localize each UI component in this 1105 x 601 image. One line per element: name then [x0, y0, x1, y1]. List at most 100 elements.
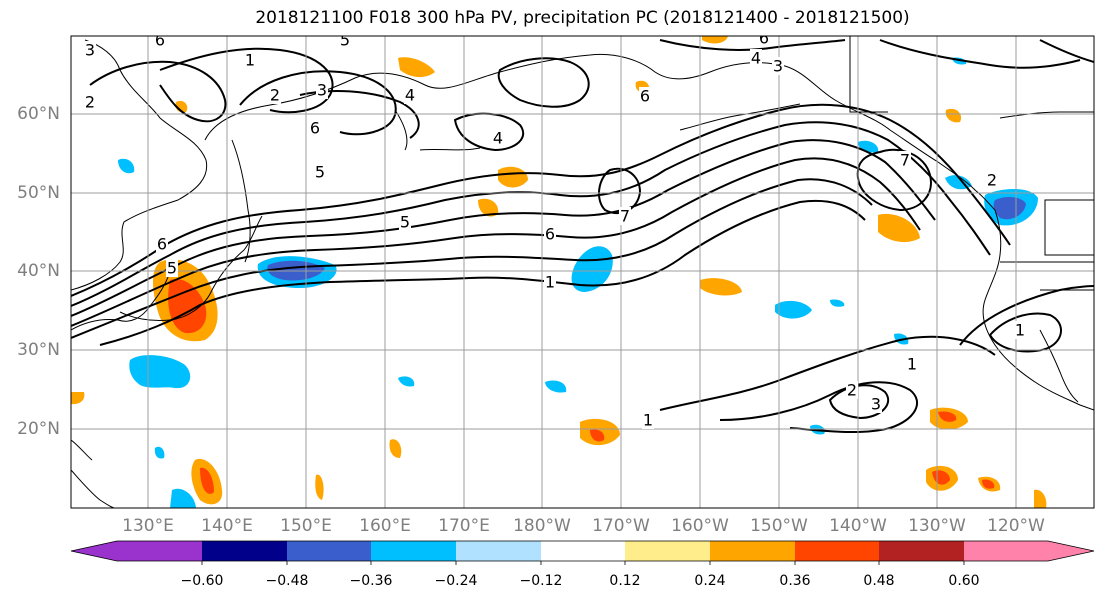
colorbar-label: 0.36 [779, 573, 810, 589]
colorbar-label: −0.48 [266, 573, 309, 589]
contour-label: 5 [167, 259, 177, 278]
precip-area [315, 474, 324, 500]
colorbar-segment [625, 541, 710, 561]
colorbar-label: 0.24 [694, 573, 725, 589]
lon-label: 160°E [359, 516, 411, 536]
contour-label: 4 [751, 49, 761, 68]
colorbar-segment [964, 541, 1048, 561]
colorbar-segment [879, 541, 964, 561]
colorbar-segment [117, 541, 202, 561]
contour-label: 1 [1015, 321, 1025, 340]
colorbar-segment [795, 541, 879, 561]
precip-area [71, 392, 85, 405]
contour-label: 5 [340, 31, 350, 50]
lon-labels: 130°E 140°E 150°E 160°E 170°E 180°W 170°… [122, 516, 1045, 536]
precip-area [775, 300, 812, 319]
lon-label: 160°W [671, 516, 729, 536]
contour-label: 4 [405, 86, 415, 105]
colorbar-label: −0.36 [350, 573, 393, 589]
contour-label: 5 [400, 213, 410, 232]
colorbar-extend-min [71, 541, 117, 561]
precip-area [878, 213, 920, 243]
colorbar-label: 0.60 [948, 573, 979, 589]
precip-area [700, 278, 742, 296]
colorbar-extend-max [1048, 541, 1094, 561]
contour-label: 7 [620, 207, 630, 226]
contour-label: 2 [85, 93, 95, 112]
lon-label: 150°E [280, 516, 332, 536]
contour-labels: 3 2 1 2 3 4 6 5 4 6 4 3 6 5 6 7 5 6 1 7 … [84, 29, 1026, 430]
contour-label: 6 [310, 119, 320, 138]
contour-label: 6 [157, 235, 167, 254]
precip-area [571, 246, 613, 292]
lat-label: 40°N [17, 261, 60, 281]
lat-label: 50°N [17, 183, 60, 203]
colorbar-segment [541, 541, 625, 561]
precip-area [398, 376, 415, 387]
lat-labels: 60°N 50°N 40°N 30°N 20°N [17, 104, 60, 439]
contour-label: 5 [315, 163, 325, 182]
precip-area [118, 158, 135, 174]
precip-area [702, 36, 728, 44]
coastlines [71, 36, 1094, 508]
lon-label: 130°W [908, 516, 966, 536]
precip-area [1034, 489, 1047, 508]
colorbar-label: −0.60 [181, 573, 224, 589]
contour-label: 3 [317, 81, 327, 100]
colorbar-label: 0.12 [609, 573, 640, 589]
precip-area [590, 429, 605, 442]
precip-area [398, 57, 435, 78]
precip-area [168, 279, 207, 334]
map-border [70, 35, 1095, 509]
contour-label: 7 [900, 151, 910, 170]
precip-area [982, 479, 995, 489]
lon-label: 140°W [829, 516, 887, 536]
contour-label: 6 [640, 87, 650, 106]
lon-label: 180°W [513, 516, 571, 536]
contour-label: 1 [907, 355, 917, 374]
precip-area [830, 299, 845, 307]
lat-label: 60°N [17, 104, 60, 124]
colorbar-segment [456, 541, 541, 561]
contour-label: 3 [773, 57, 783, 76]
lon-label: 130°E [122, 516, 174, 536]
lat-label: 30°N [17, 340, 60, 360]
contour-label: 2 [847, 381, 857, 400]
contour-label: 3 [871, 395, 881, 414]
colorbar-label: 0.48 [863, 573, 894, 589]
colorbar-label: −0.24 [435, 573, 478, 589]
precip-area [170, 488, 196, 508]
lon-label: 120°W [987, 516, 1045, 536]
precip-area [945, 108, 962, 123]
contour-label: 6 [155, 31, 165, 50]
contour-label: 3 [85, 41, 95, 60]
contour-label: 6 [759, 29, 769, 48]
gridlines [71, 36, 1094, 508]
contour-label: 6 [545, 225, 555, 244]
lat-label: 20°N [17, 419, 60, 439]
precip-shading [71, 36, 1047, 508]
contour-label: 1 [245, 51, 255, 70]
precip-area [993, 196, 1026, 220]
colorbar-segment [710, 541, 795, 561]
precip-area [498, 166, 528, 188]
contour-label: 1 [545, 273, 555, 292]
colorbar-segment [371, 541, 456, 561]
contour-label: 4 [493, 129, 503, 148]
precip-area [478, 198, 499, 217]
precip-area [200, 467, 214, 494]
colorbar-segment [287, 541, 371, 561]
contour-label: 2 [987, 171, 997, 190]
precip-area [129, 355, 191, 389]
lon-label: 170°W [592, 516, 650, 536]
contour-label: 2 [270, 86, 280, 105]
colorbar: −0.60 −0.48 −0.36 −0.24 −0.12 0.12 0.24 … [70, 540, 1095, 589]
contour-label: 1 [643, 411, 653, 430]
map-title: 2018121100 F018 300 hPa PV, precipitatio… [255, 8, 910, 28]
lon-label: 140°E [201, 516, 253, 536]
colorbar-label: −0.12 [520, 573, 563, 589]
colorbar-segment [202, 541, 287, 561]
precip-area [154, 446, 165, 459]
lon-label: 150°W [750, 516, 808, 536]
